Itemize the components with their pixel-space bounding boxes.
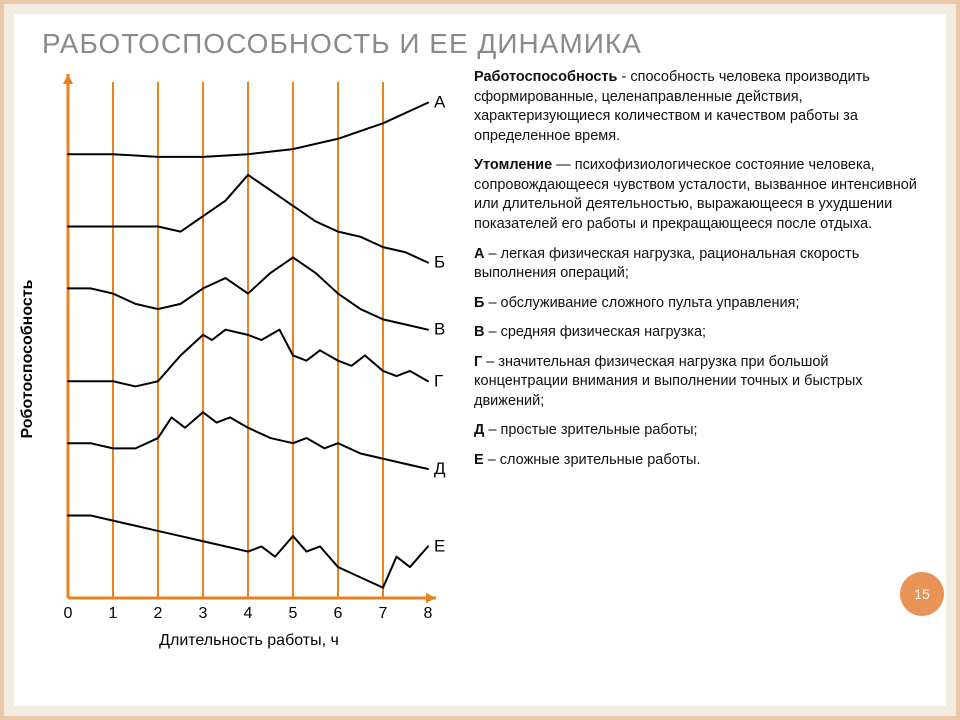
legend-item: В – средняя физическая нагрузка;: [474, 323, 926, 343]
legend-item: Д – простые зрительные работы;: [474, 421, 926, 441]
svg-text:Б: Б: [434, 253, 445, 272]
svg-text:А: А: [434, 93, 446, 112]
svg-text:8: 8: [424, 605, 433, 622]
svg-text:3: 3: [199, 605, 208, 622]
slide-number-badge: 15: [900, 572, 944, 616]
performance-chart: 0 1 2 3 4 5 6 7 8 А Б В Г Д Е: [34, 68, 454, 628]
y-axis-label: Роботоспособность: [19, 280, 37, 439]
chart-container: Роботоспособность 012345678АБВГДЕ Длител…: [34, 68, 464, 650]
svg-text:1: 1: [109, 605, 118, 622]
svg-text:5: 5: [289, 605, 298, 622]
content-row: Роботоспособность 0 1 2 3 4 5 6 7 8 А Б В Г Д Е Длител…: [14, 68, 946, 650]
page-title: РАБОТОСПОСОБНОСТЬ И ЕЕ ДИНАМИКА: [14, 14, 946, 68]
svg-text:4: 4: [244, 605, 253, 622]
text-column: Работоспособность - способность человека…: [474, 68, 926, 650]
svg-text:Г: Г: [434, 371, 443, 390]
svg-text:7: 7: [379, 605, 388, 622]
svg-text:6: 6: [334, 605, 343, 622]
svg-text:2: 2: [154, 605, 163, 622]
legend-item: Б – обслуживание сложного пульта управле…: [474, 294, 926, 314]
svg-text:Д: Д: [434, 459, 446, 478]
legend-item: А – легкая физическая нагрузка, рационал…: [474, 245, 926, 284]
definition: Работоспособность - способность человека…: [474, 68, 926, 146]
x-axis-label: Длительность работы, ч: [34, 632, 464, 650]
legend-item: Г – значительная физическая нагрузка при…: [474, 353, 926, 412]
legend-item: Е – сложные зрительные работы.: [474, 451, 926, 471]
slide-inner: РАБОТОСПОСОБНОСТЬ И ЕЕ ДИНАМИКА Роботосп…: [14, 14, 946, 706]
svg-text:Е: Е: [434, 536, 445, 555]
definition: Утомление — психофизиологическое состоян…: [474, 156, 926, 234]
svg-text:В: В: [434, 320, 445, 339]
svg-text:0: 0: [64, 605, 73, 622]
slide: РАБОТОСПОСОБНОСТЬ И ЕЕ ДИНАМИКА Роботосп…: [0, 0, 960, 720]
